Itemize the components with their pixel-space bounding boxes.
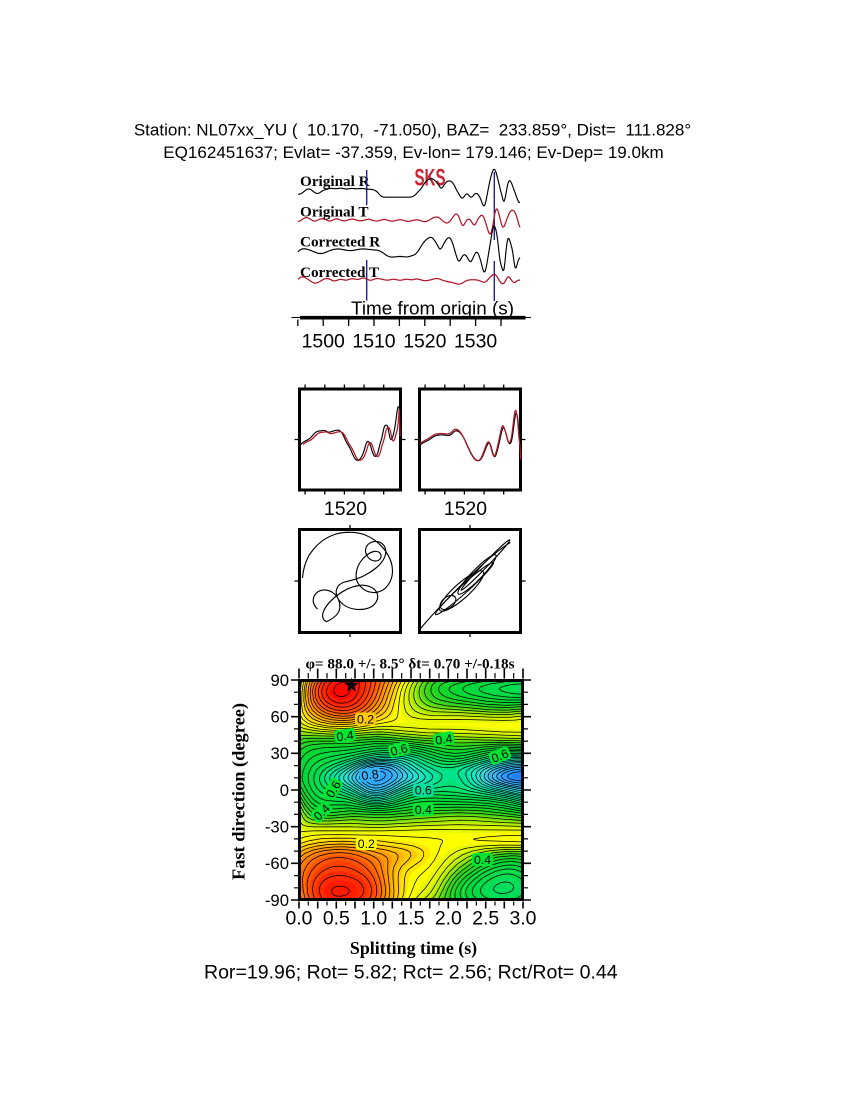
svg-text:1530: 1530 xyxy=(454,331,497,353)
svg-text:0.6: 0.6 xyxy=(389,741,409,759)
svg-text:φ= 88.0 +/- 8.5° δt= 0.70 +/-0: φ= 88.0 +/- 8.5° δt= 0.70 +/-0.18s xyxy=(305,656,514,673)
svg-text:0.8: 0.8 xyxy=(361,767,380,783)
svg-text:Original T: Original T xyxy=(300,203,369,220)
svg-text:0: 0 xyxy=(280,781,289,800)
svg-text:-30: -30 xyxy=(265,818,289,837)
svg-text:0.4: 0.4 xyxy=(415,803,432,817)
svg-text:Ror=19.96; Rot= 5.82; Rct= 2.5: Ror=19.96; Rot= 5.82; Rct= 2.56; Rct/Rot… xyxy=(204,962,618,984)
svg-text:Fast direction (degree): Fast direction (degree) xyxy=(229,703,250,880)
svg-text:Splitting time (s): Splitting time (s) xyxy=(350,938,477,959)
svg-text:0.4: 0.4 xyxy=(474,853,491,867)
svg-text:1.0: 1.0 xyxy=(360,908,387,930)
svg-text:0.0: 0.0 xyxy=(286,908,313,930)
svg-text:1.5: 1.5 xyxy=(398,908,425,930)
svg-text:Original R: Original R xyxy=(300,173,371,190)
svg-text:30: 30 xyxy=(270,744,289,763)
svg-text:-90: -90 xyxy=(265,891,289,910)
svg-text:EQ162451637; Evlat= -37.359, E: EQ162451637; Evlat= -37.359, Ev-lon= 179… xyxy=(163,143,663,162)
svg-text:1520: 1520 xyxy=(444,498,487,520)
svg-text:90: 90 xyxy=(270,671,289,690)
svg-text:0.6: 0.6 xyxy=(489,746,510,765)
svg-text:1520: 1520 xyxy=(324,498,367,520)
svg-text:0.2: 0.2 xyxy=(358,837,375,851)
svg-text:1500: 1500 xyxy=(302,331,345,353)
svg-text:0.5: 0.5 xyxy=(323,908,350,930)
svg-text:0.4: 0.4 xyxy=(434,731,453,747)
svg-text:60: 60 xyxy=(270,708,289,727)
svg-text:Corrected T: Corrected T xyxy=(300,264,379,281)
svg-text:3.0: 3.0 xyxy=(510,908,537,930)
svg-text:0.4: 0.4 xyxy=(336,728,355,744)
svg-text:1510: 1510 xyxy=(352,331,395,353)
svg-text:Time from origin (s): Time from origin (s) xyxy=(351,299,514,319)
svg-text:0.6: 0.6 xyxy=(415,784,432,798)
svg-text:0.2: 0.2 xyxy=(357,713,374,727)
svg-text:2.5: 2.5 xyxy=(472,908,499,930)
svg-text:Station: NL07xx_YU ( 10.170,: Station: NL07xx_YU ( 10.170, -71.050), B… xyxy=(134,121,691,140)
svg-text:Corrected R: Corrected R xyxy=(300,234,381,251)
svg-text:2.0: 2.0 xyxy=(435,908,462,930)
svg-text:-60: -60 xyxy=(265,854,289,873)
svg-text:1520: 1520 xyxy=(403,331,446,353)
